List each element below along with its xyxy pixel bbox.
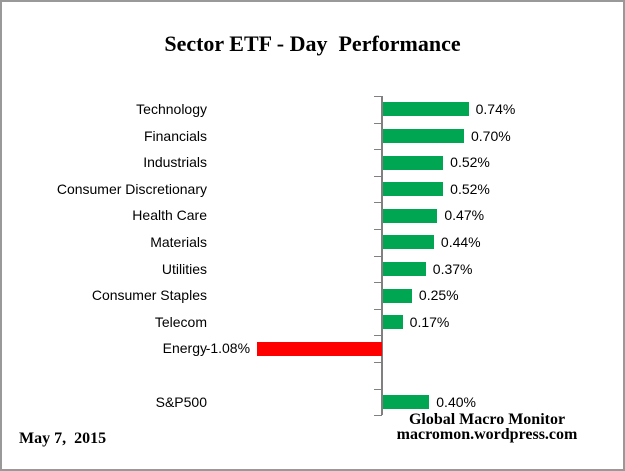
axis-tick: [374, 229, 382, 230]
axis-tick: [374, 202, 382, 203]
bar-technology: [383, 102, 469, 117]
axis-tick: [374, 282, 382, 283]
axis-tick: [374, 149, 382, 150]
category-label-consumer-discretionary: Consumer Discretionary: [56, 180, 207, 197]
value-label-consumer-staples: 0.25%: [418, 287, 459, 304]
axis-tick: [374, 256, 382, 257]
value-label-financials: 0.70%: [470, 127, 511, 144]
category-label-consumer-staples: Consumer Staples: [91, 287, 207, 304]
category-label-telecom: Telecom: [154, 313, 207, 330]
axis-tick: [374, 335, 382, 336]
category-label-energy: Energy: [162, 340, 207, 357]
value-label-materials: 0.44%: [440, 234, 481, 250]
category-label-health-care: Health Care: [132, 207, 207, 224]
bar-energy: [257, 341, 382, 356]
value-label-utilities: 0.37%: [432, 260, 473, 277]
bar-materials: [383, 235, 434, 250]
value-label-s-p500: 0.40%: [436, 393, 476, 410]
axis-tick: [374, 362, 382, 363]
bar-financials: [383, 128, 464, 143]
category-label-s-p500: S&P500: [155, 393, 207, 410]
date-label: May 7, 2015: [19, 430, 107, 447]
axis-tick: [374, 415, 382, 416]
bar-telecom: [383, 315, 403, 330]
bar-consumer-staples: [383, 288, 412, 303]
value-label-health-care: 0.47%: [444, 207, 485, 224]
category-label-materials: Materials: [150, 234, 207, 250]
axis-tick: [374, 96, 382, 97]
value-label-telecom: 0.17%: [409, 313, 450, 330]
value-label-technology: 0.74%: [475, 101, 516, 117]
chart-title: Sector ETF - Day Performance: [164, 31, 461, 56]
category-label-utilities: Utilities: [161, 260, 207, 277]
axis-tick: [374, 389, 382, 390]
bar-industrials: [383, 155, 444, 170]
bar-s-p500: [383, 394, 430, 409]
category-label-technology: Technology: [136, 101, 207, 117]
value-label-energy: -1.08%: [205, 340, 251, 357]
category-label-industrials: Industrials: [143, 154, 207, 171]
value-axis-line: [381, 96, 383, 415]
axis-tick: [374, 123, 382, 124]
source-credit: Global Macro Monitor macromon.wordpress.…: [380, 411, 594, 443]
value-label-industrials: 0.52%: [450, 154, 490, 171]
bar-health-care: [383, 208, 438, 223]
source-url: macromon.wordpress.com: [396, 426, 578, 443]
value-label-consumer-discretionary: 0.52%: [450, 180, 490, 197]
bar-utilities: [383, 261, 426, 276]
axis-tick: [374, 309, 382, 310]
source-name: Global Macro Monitor: [408, 411, 566, 428]
axis-tick: [374, 176, 382, 177]
category-label-financials: Financials: [143, 127, 207, 144]
bar-consumer-discretionary: [383, 182, 444, 197]
